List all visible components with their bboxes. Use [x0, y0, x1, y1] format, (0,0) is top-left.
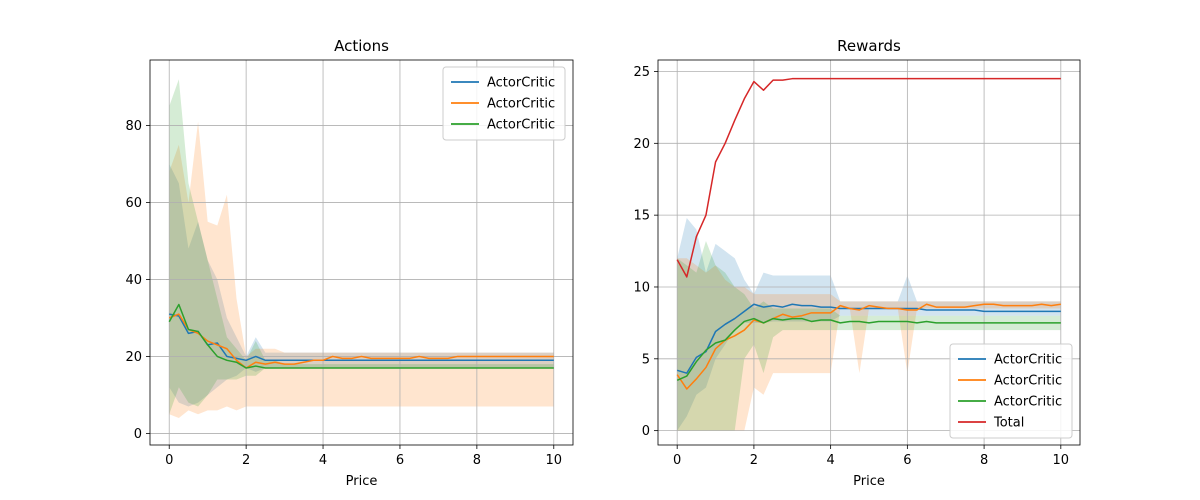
- legend-box: [442, 66, 566, 141]
- x-tick-label: 4: [826, 453, 834, 468]
- series-line-3: [168, 303, 554, 369]
- legend-label-1: ActorCritic: [994, 353, 1062, 368]
- series-line-1: [676, 303, 1061, 374]
- series-line-2: [676, 303, 1061, 390]
- y-tick-label: 20: [633, 137, 650, 152]
- x-tick-label: 8: [473, 453, 481, 468]
- chart-title: Rewards: [837, 37, 901, 55]
- legend-label-2: ActorCritic: [487, 97, 555, 112]
- x-tick-label: 0: [165, 453, 173, 468]
- confidence-band-2: [169, 121, 554, 419]
- axes-frame: [149, 59, 574, 446]
- y-tick-label: 60: [125, 196, 142, 211]
- y-tick-label: 0: [134, 427, 142, 442]
- x-axis-label: Price: [853, 474, 885, 489]
- confidence-band-2: [677, 258, 1061, 431]
- x-tick-label: 2: [242, 453, 250, 468]
- chart-1: 0 2 4 6 8 10020406080ActionsPriceActorCriticA…: [125, 37, 574, 489]
- x-tick-label: 6: [903, 453, 911, 468]
- series-line-2: [168, 313, 554, 369]
- legend-label-2: ActorCritic: [994, 374, 1062, 389]
- x-tick-label: 8: [980, 453, 988, 468]
- legend-label-4: Total: [993, 416, 1024, 431]
- x-tick-label: 2: [750, 453, 758, 468]
- y-tick-label: 10: [633, 280, 650, 295]
- x-tick-label: 10: [545, 453, 562, 468]
- legend: ActorCritic ActorCritic ActorCritic: [442, 66, 566, 141]
- y-tick-label: 20: [125, 350, 142, 365]
- series-line-4: [676, 77, 1061, 278]
- y-tick-label: 80: [125, 119, 142, 134]
- chart-2: 0 2 4 6 8 10 0 5 10 15 20 25 Rewards Price ActorCritic…: [633, 37, 1081, 489]
- axes-frame: [657, 59, 1081, 446]
- x-tick-label: 0: [673, 453, 681, 468]
- legend-label-3: ActorCritic: [994, 395, 1062, 410]
- x-tick-label: 6: [396, 453, 404, 468]
- x-axis-label: Price: [346, 474, 378, 489]
- confidence-band-3: [169, 79, 554, 415]
- legend: ActorCritic ActorCritic ActorCritic Total: [949, 343, 1073, 439]
- plot-area: [150, 60, 573, 445]
- series-line-1: [169, 313, 554, 362]
- legend-label-3: ActorCritic: [487, 118, 555, 133]
- confidence-band-1: [169, 163, 554, 407]
- y-tick-label: 5: [642, 352, 650, 367]
- plot-area: [658, 60, 1080, 445]
- x-tick-label: 10: [1053, 453, 1070, 468]
- y-tick-label: 0: [642, 424, 650, 439]
- series-line-3: [676, 317, 1061, 382]
- y-tick-label: 15: [633, 209, 650, 224]
- chart-title: Actions: [334, 37, 389, 55]
- legend-box: [949, 343, 1073, 439]
- y-tick-label: 40: [125, 273, 142, 288]
- x-tick-label: 4: [319, 453, 327, 468]
- legend-label-1: ActorCritic: [487, 76, 555, 91]
- y-tick-label: 25: [633, 65, 650, 80]
